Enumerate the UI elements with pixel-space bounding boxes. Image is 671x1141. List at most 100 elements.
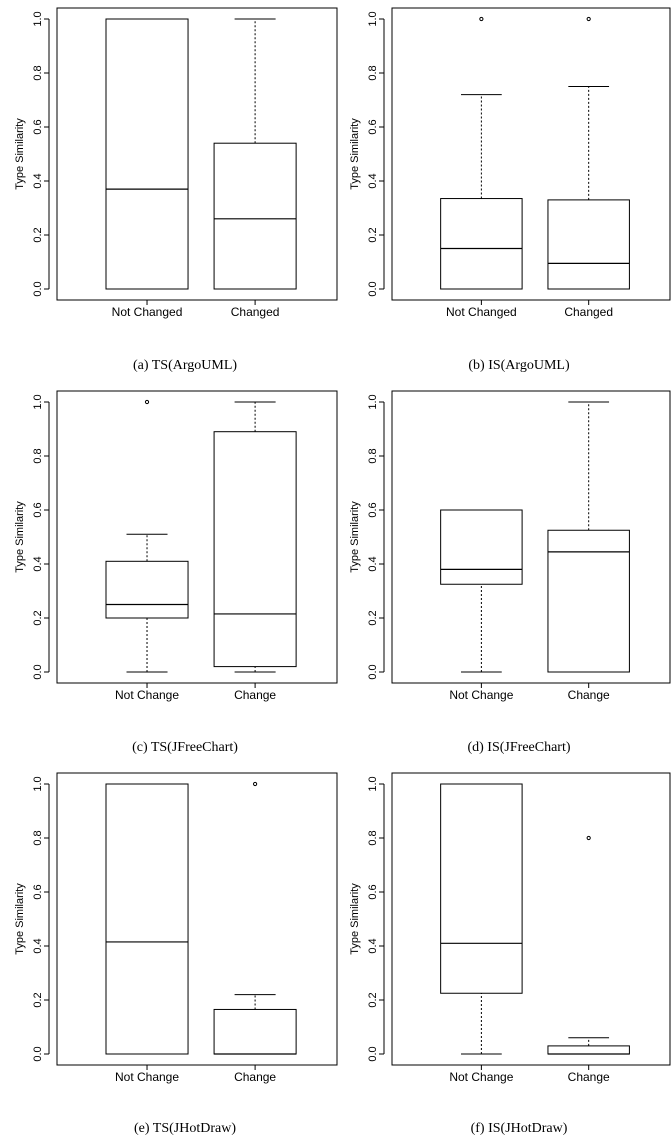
x-category-label: Changed (231, 305, 280, 319)
box-0: Not Changed (105, 18, 189, 319)
x-category-label: Changed (564, 305, 613, 319)
outlier-point (586, 835, 591, 841)
panel-caption: (a) TS(ArgoUML) (133, 358, 237, 373)
x-category-label: Not Change (115, 688, 179, 702)
y-tick-label: 0.4 (32, 173, 44, 188)
y-tick-label: 0.6 (32, 119, 44, 134)
y-tick-label: 1.0 (367, 776, 379, 791)
y-tick-label: 0.6 (367, 119, 379, 134)
y-tick-label: 0.8 (32, 65, 44, 80)
panel-5: 0.0 0.2 0.4 0.6 0.8 1.0 Type Similarity Not Cha… (349, 772, 671, 1136)
y-tick-label: 0.4 (367, 938, 379, 953)
iqr-box (105, 560, 189, 619)
box-1: Changed (213, 18, 297, 319)
iqr-box (213, 142, 297, 290)
box-0: Not Change (105, 399, 189, 702)
y-tick-label: 0.2 (367, 610, 379, 625)
iqr-box (213, 1008, 297, 1055)
plot-frame (56, 7, 338, 301)
y-axis-title: Type Similarity (349, 501, 361, 573)
iqr-box (440, 198, 523, 290)
iqr-box (440, 783, 523, 994)
panel-caption: (e) TS(JHotDraw) (134, 1121, 236, 1136)
y-tick-label: 1.0 (367, 11, 379, 26)
x-category-label: Change (234, 688, 276, 702)
y-tick-label: 0.0 (32, 281, 44, 296)
y-tick-label: 1.0 (32, 776, 44, 791)
iqr-box (547, 529, 630, 673)
y-tick-label: 1.0 (32, 11, 44, 26)
plot-frame (56, 772, 338, 1066)
y-tick-label: 0.8 (367, 830, 379, 845)
y-tick-label: 0.6 (32, 502, 44, 517)
x-category-label: Not Change (115, 1070, 179, 1084)
iqr-box (547, 1045, 630, 1055)
panel-caption: (b) IS(ArgoUML) (468, 358, 570, 373)
x-category-label: Change (568, 1070, 610, 1084)
iqr-box (105, 18, 189, 290)
plot-frame (391, 7, 671, 301)
iqr-box (105, 783, 189, 1055)
y-tick-label: 0.6 (367, 884, 379, 899)
outlier-point (586, 16, 591, 22)
y-tick-label: 0.2 (32, 227, 44, 242)
y-axis-title: Type Similarity (349, 883, 361, 955)
box-1: Change (547, 835, 630, 1084)
iqr-box (440, 509, 523, 585)
plot-frame (391, 390, 671, 684)
y-tick-label: 0.2 (367, 992, 379, 1007)
y-tick-label: 0.4 (32, 556, 44, 571)
y-tick-label: 0.0 (367, 664, 379, 679)
box-0: Not Change (440, 783, 523, 1084)
panel-4: 0.0 0.2 0.4 0.6 0.8 1.0 Type Similarity Not Cha… (14, 772, 338, 1136)
y-tick-label: 0.0 (32, 1046, 44, 1061)
panel-1: 0.0 0.2 0.4 0.6 0.8 1.0 Type Similarity Not Cha… (349, 7, 671, 373)
panel-2: 0.0 0.2 0.4 0.6 0.8 1.0 Type Similarity Not Cha… (14, 390, 338, 755)
y-tick-label: 0.2 (32, 610, 44, 625)
y-tick-label: 0.2 (32, 992, 44, 1007)
y-tick-label: 0.6 (367, 502, 379, 517)
iqr-box (213, 431, 297, 668)
y-tick-label: 0.2 (367, 227, 379, 242)
y-axis-title: Type Similarity (14, 883, 26, 955)
y-tick-label: 0.8 (367, 65, 379, 80)
panel-3: 0.0 0.2 0.4 0.6 0.8 1.0 Type Similarity Not Cha… (349, 390, 671, 755)
x-category-label: Not Change (449, 688, 513, 702)
y-tick-label: 1.0 (367, 394, 379, 409)
y-tick-label: 0.8 (32, 830, 44, 845)
y-tick-label: 0.8 (32, 448, 44, 463)
iqr-box (547, 199, 630, 290)
y-axis-title: Type Similarity (14, 501, 26, 573)
outlier-point (144, 399, 150, 405)
panel-0: 0.0 0.2 0.4 0.6 0.8 1.0 Type Similarity Not Cha… (14, 7, 338, 373)
y-tick-label: 1.0 (32, 394, 44, 409)
outlier-point (479, 16, 484, 22)
box-0: Not Changed (440, 16, 523, 319)
y-tick-label: 0.4 (32, 938, 44, 953)
box-0: Not Change (105, 783, 189, 1084)
box-0: Not Change (440, 509, 523, 702)
y-tick-label: 0.4 (367, 173, 379, 188)
box-1: Change (547, 401, 630, 702)
y-tick-label: 0.0 (32, 664, 44, 679)
x-category-label: Not Changed (446, 305, 517, 319)
panel-caption: (c) TS(JFreeChart) (132, 740, 238, 755)
panel-caption: (f) IS(JHotDraw) (471, 1121, 568, 1136)
y-axis-title: Type Similarity (14, 118, 26, 190)
box-1: Change (213, 401, 297, 702)
y-tick-label: 0.8 (367, 448, 379, 463)
y-tick-label: 0.0 (367, 1046, 379, 1061)
box-1: Change (213, 781, 297, 1084)
plot-frame (391, 772, 671, 1066)
x-category-label: Not Changed (112, 305, 183, 319)
x-category-label: Change (234, 1070, 276, 1084)
x-category-label: Not Change (449, 1070, 513, 1084)
y-tick-label: 0.4 (367, 556, 379, 571)
y-axis-title: Type Similarity (349, 118, 361, 190)
y-tick-label: 0.0 (367, 281, 379, 296)
box-1: Changed (547, 16, 630, 319)
outlier-point (253, 781, 258, 787)
y-tick-label: 0.6 (32, 884, 44, 899)
x-category-label: Change (568, 688, 610, 702)
